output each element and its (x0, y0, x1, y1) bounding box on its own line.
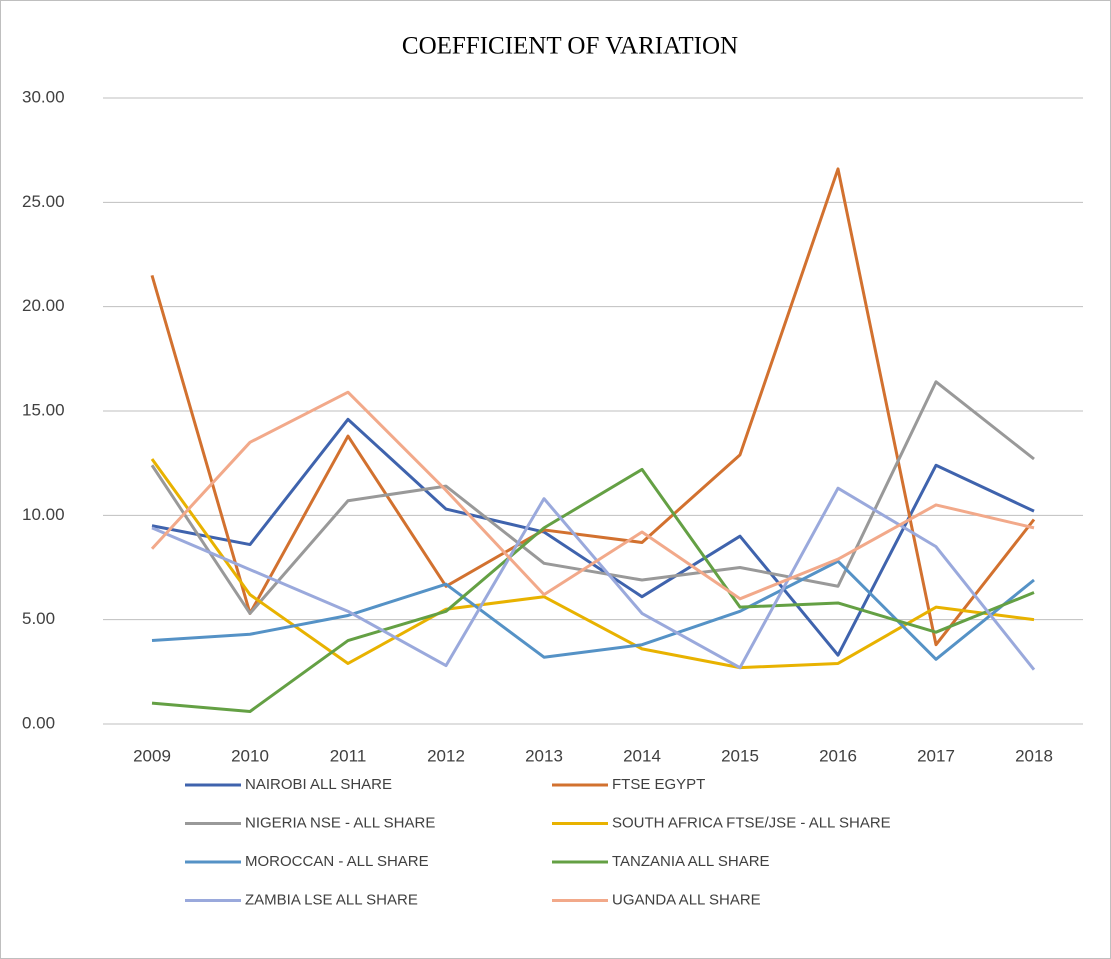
legend-text: TANZANIA ALL SHARE (612, 853, 770, 870)
y-tick-label: 5.00 (22, 609, 55, 628)
chart-title: COEFFICIENT OF VARIATION (402, 33, 738, 60)
legend-text: SOUTH AFRICA FTSE/JSE - ALL SHARE (612, 814, 891, 831)
legend-text: UGANDA ALL SHARE (612, 891, 761, 908)
y-tick-label: 20.00 (22, 296, 65, 315)
x-tick-label: 2011 (330, 746, 367, 765)
x-tick-label: 2017 (917, 746, 955, 765)
x-tick-label: 2018 (1015, 746, 1053, 765)
x-tick-label: 2016 (819, 746, 857, 765)
legend-text: FTSE EGYPT (612, 776, 705, 793)
x-tick-label: 2013 (525, 746, 563, 765)
y-tick-label: 25.00 (22, 192, 65, 211)
y-tick-label: 30.00 (22, 87, 65, 106)
y-tick-label: 10.00 (22, 505, 65, 524)
series-line (150, 167, 1036, 647)
legend-text: NIGERIA NSE - ALL SHARE (245, 814, 435, 831)
x-tick-label: 2010 (231, 746, 269, 765)
x-tick-label: 2009 (133, 746, 171, 765)
legend-text: NAIROBI ALL SHARE (245, 776, 392, 793)
series-line (150, 458, 1035, 670)
x-tick-label: 2012 (427, 746, 465, 765)
series-line (150, 390, 1035, 601)
y-tick-label: 15.00 (22, 400, 65, 419)
x-tick-label: 2014 (623, 746, 661, 765)
series-line (151, 559, 1035, 661)
legend-text: ZAMBIA LSE ALL SHARE (245, 891, 418, 908)
x-tick-label: 2015 (721, 746, 759, 765)
series-line (150, 380, 1035, 615)
y-tick-label: 0.00 (22, 713, 55, 732)
series-line (151, 486, 1036, 671)
series-line (151, 467, 1035, 713)
legend-text: MOROCCAN - ALL SHARE (245, 853, 429, 870)
